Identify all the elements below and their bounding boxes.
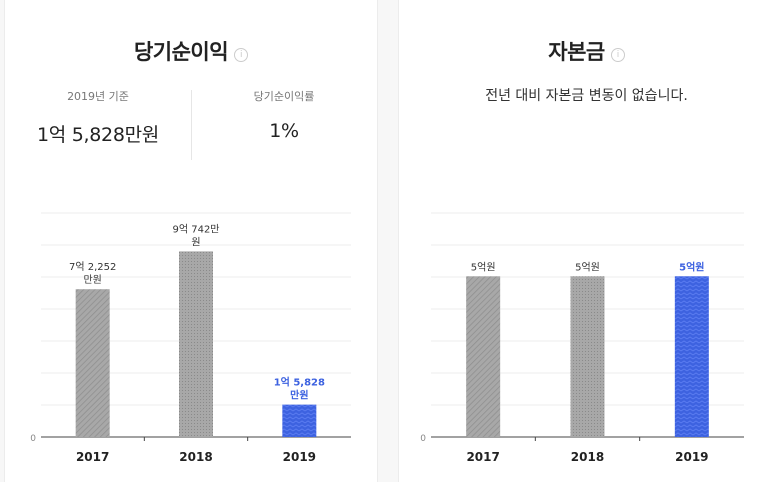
y-tick-label: 0 (30, 434, 36, 444)
data-label: 5억원 (471, 261, 496, 273)
x-tick-label: 2017 (466, 450, 499, 464)
data-label: 만원 (290, 389, 308, 402)
net-income-title: 당기순이익 i (5, 36, 377, 66)
bar-2019[interactable] (674, 276, 709, 437)
capital-title-text: 자본금 (548, 40, 605, 64)
data-label: 9억 742만 (172, 223, 219, 235)
margin-stat: 당기순이익률 1% (191, 88, 377, 142)
bar-2018[interactable] (179, 251, 213, 437)
stat-divider (191, 90, 192, 160)
net-income-value: 1억 5,828만원 (37, 124, 159, 146)
bar-2017[interactable] (466, 276, 501, 437)
capital-title: 자본금 i (399, 36, 773, 66)
net-margin-label: 당기순이익률 (253, 90, 315, 103)
data-label: 5억원 (575, 261, 600, 273)
net-margin-value: 1% (269, 120, 299, 142)
net-income-card: 당기순이익 i 2019년 기준 1억 5,828만원 당기순이익률 1% 0 20… (4, 0, 378, 482)
base-year-label: 2019년 기준 (67, 90, 129, 103)
capital-chart: 0 2017 5억원 2018 5억원 2019 5억원 (420, 212, 744, 464)
x-tick-label: 2018 (571, 450, 604, 464)
capital-notice: 전년 대비 자본금 변동이 없습니다. (485, 88, 688, 104)
x-tick-label: 2019 (675, 450, 708, 464)
info-circle-icon[interactable]: i (234, 48, 249, 62)
capital-card: 자본금 i 전년 대비 자본금 변동이 없습니다. 0 2017 5억원 2018 5억원… (398, 0, 773, 482)
data-label: 5억원 (679, 260, 704, 273)
data-label: 원 (191, 236, 200, 248)
bar-2019[interactable] (282, 404, 317, 437)
net-income-title-text: 당기순이익 (133, 40, 229, 64)
data-label: 만원 (83, 274, 101, 286)
x-tick-label: 2019 (283, 450, 316, 464)
base-year-stat: 2019년 기준 1억 5,828만원 (5, 88, 191, 147)
y-tick-label: 0 (420, 434, 426, 444)
data-label: 7억 2,252 (69, 261, 116, 273)
info-circle-icon[interactable]: i (610, 48, 625, 62)
bar-2018[interactable] (570, 276, 605, 437)
x-tick-label: 2018 (179, 450, 212, 464)
x-tick-label: 2017 (76, 450, 109, 464)
data-label: 1억 5,828 (274, 377, 325, 389)
bar-2017[interactable] (75, 289, 110, 437)
